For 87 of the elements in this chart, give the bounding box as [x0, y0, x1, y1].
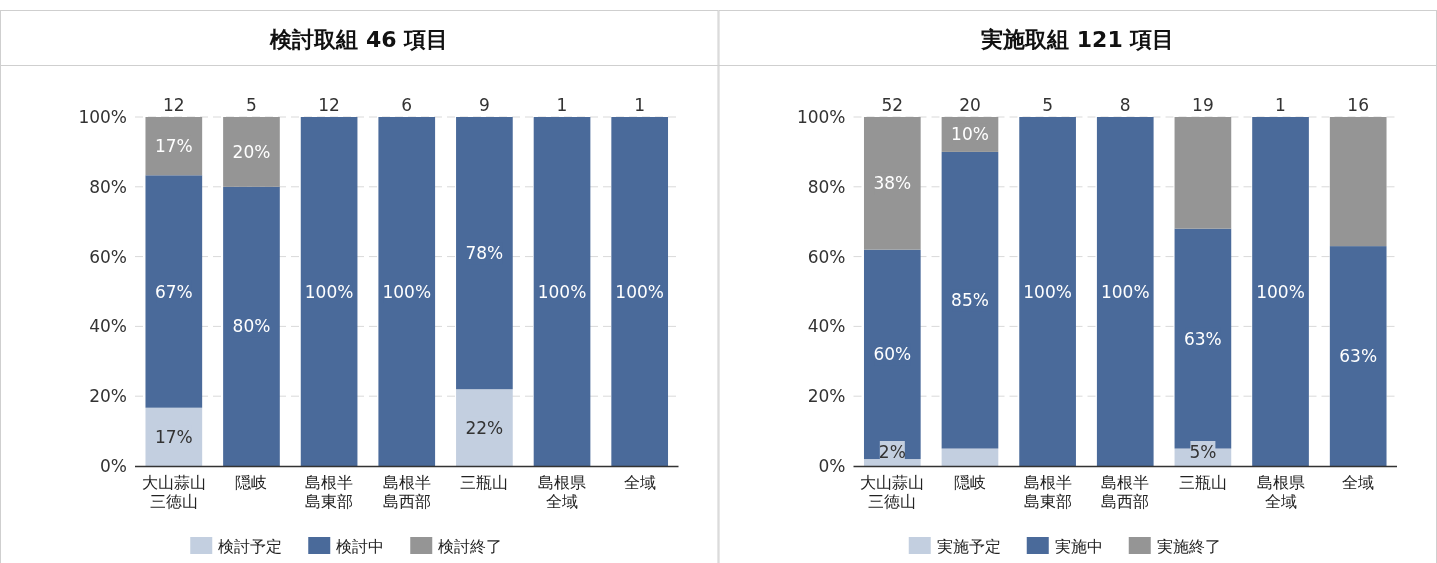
x-tick-label: 島根半島西部: [1101, 473, 1150, 511]
data-label: 78%: [465, 243, 504, 264]
bar: [1252, 117, 1309, 466]
bar: [1174, 117, 1232, 229]
data-label: 17%: [154, 426, 193, 447]
bar: [863, 249, 921, 460]
data-label: 22%: [465, 417, 504, 438]
y-tick-label: 60%: [807, 246, 846, 267]
y-tick-label: 20%: [89, 386, 127, 407]
bar: [223, 186, 280, 466]
bar: [378, 117, 436, 466]
y-tick-label: 0%: [818, 456, 846, 476]
annotation: 1: [1275, 95, 1286, 115]
chart-title: 実施取組 121 項目: [980, 27, 1175, 52]
legend-label: 検討予定: [218, 537, 283, 556]
data-label: 17%: [154, 136, 193, 157]
y-tick-label: 40%: [807, 316, 846, 337]
x-tick-label: 隠岐: [235, 473, 268, 492]
legend-label: 実施中: [1054, 537, 1103, 556]
data-label: 63%: [1339, 346, 1378, 367]
data-label: 100%: [1256, 281, 1305, 302]
annotation: 5: [246, 95, 257, 115]
x-tick-label: 全域: [623, 473, 656, 492]
y-tick-label: 20%: [807, 386, 846, 407]
annotation: 8: [1119, 95, 1131, 115]
legend-label: 検討終了: [438, 537, 503, 556]
annotation: 6: [401, 95, 413, 115]
legend-label: 実施予定: [936, 537, 1001, 556]
data-label: 5%: [1189, 442, 1217, 462]
x-tick-label: 隠岐: [953, 473, 986, 492]
bar: [1329, 117, 1387, 247]
bar: [611, 117, 669, 466]
data-label: 10%: [951, 124, 989, 145]
data-label: 38%: [873, 173, 912, 194]
y-tick-label: 100%: [796, 107, 846, 127]
bar: [863, 117, 921, 250]
bar: [1019, 117, 1076, 466]
data-label: 60%: [873, 344, 912, 365]
annotation: 9: [478, 95, 490, 115]
data-label: 67%: [154, 281, 193, 302]
x-tick-label: 大山蒜山三徳山: [860, 473, 925, 511]
bar: [1096, 117, 1154, 466]
y-tick-label: 60%: [89, 246, 127, 267]
data-label: 20%: [232, 141, 271, 162]
x-tick-label: 島根半島東部: [1023, 473, 1072, 511]
data-label: 80%: [232, 316, 271, 337]
legend-label: 実施終了: [1156, 537, 1221, 556]
data-label: 100%: [615, 281, 664, 302]
x-tick-label: 島根県全域: [538, 473, 587, 511]
x-tick-label: 島根半島西部: [382, 473, 431, 511]
chart-title: 検討取組 46 項目: [269, 27, 449, 52]
x-tick-label: 島根県全域: [1256, 473, 1305, 511]
legend-label: 検討中: [336, 537, 385, 556]
bar: [1329, 246, 1387, 466]
bar: [941, 151, 999, 449]
x-tick-label: 島根半島東部: [305, 473, 354, 511]
annotation: 19: [1192, 95, 1214, 115]
x-tick-label: 全域: [1342, 473, 1375, 492]
x-tick-label: 三瓶山: [1178, 473, 1227, 492]
annotation: 52: [881, 95, 904, 115]
bar: [533, 117, 591, 466]
bar: [941, 448, 999, 466]
annotation: 1: [634, 95, 646, 115]
data-label: 2%: [878, 442, 906, 462]
annotation: 16: [1347, 95, 1369, 115]
annotation: 12: [163, 95, 185, 115]
data-label: 100%: [1023, 281, 1072, 302]
bar: [456, 117, 513, 390]
bar: [300, 117, 358, 466]
bar: [145, 175, 203, 408]
annotation: 12: [318, 95, 340, 115]
annotation: 20: [959, 95, 981, 115]
y-tick-label: 100%: [78, 107, 127, 127]
x-tick-label: 三瓶山: [460, 473, 509, 492]
data-label: 63%: [1183, 328, 1222, 349]
data-label: 100%: [304, 281, 354, 302]
x-tick-label: 大山蒜山三徳山: [141, 473, 206, 511]
y-tick-label: 40%: [89, 316, 127, 337]
data-label: 100%: [537, 281, 587, 302]
annotation: 5: [1042, 95, 1054, 115]
y-tick-label: 0%: [100, 456, 127, 476]
y-tick-label: 80%: [807, 176, 846, 197]
data-label: 100%: [382, 281, 432, 302]
data-label: 100%: [1100, 281, 1150, 302]
data-label: 85%: [951, 290, 989, 311]
annotation: 1: [556, 95, 568, 115]
y-tick-label: 80%: [89, 176, 127, 197]
